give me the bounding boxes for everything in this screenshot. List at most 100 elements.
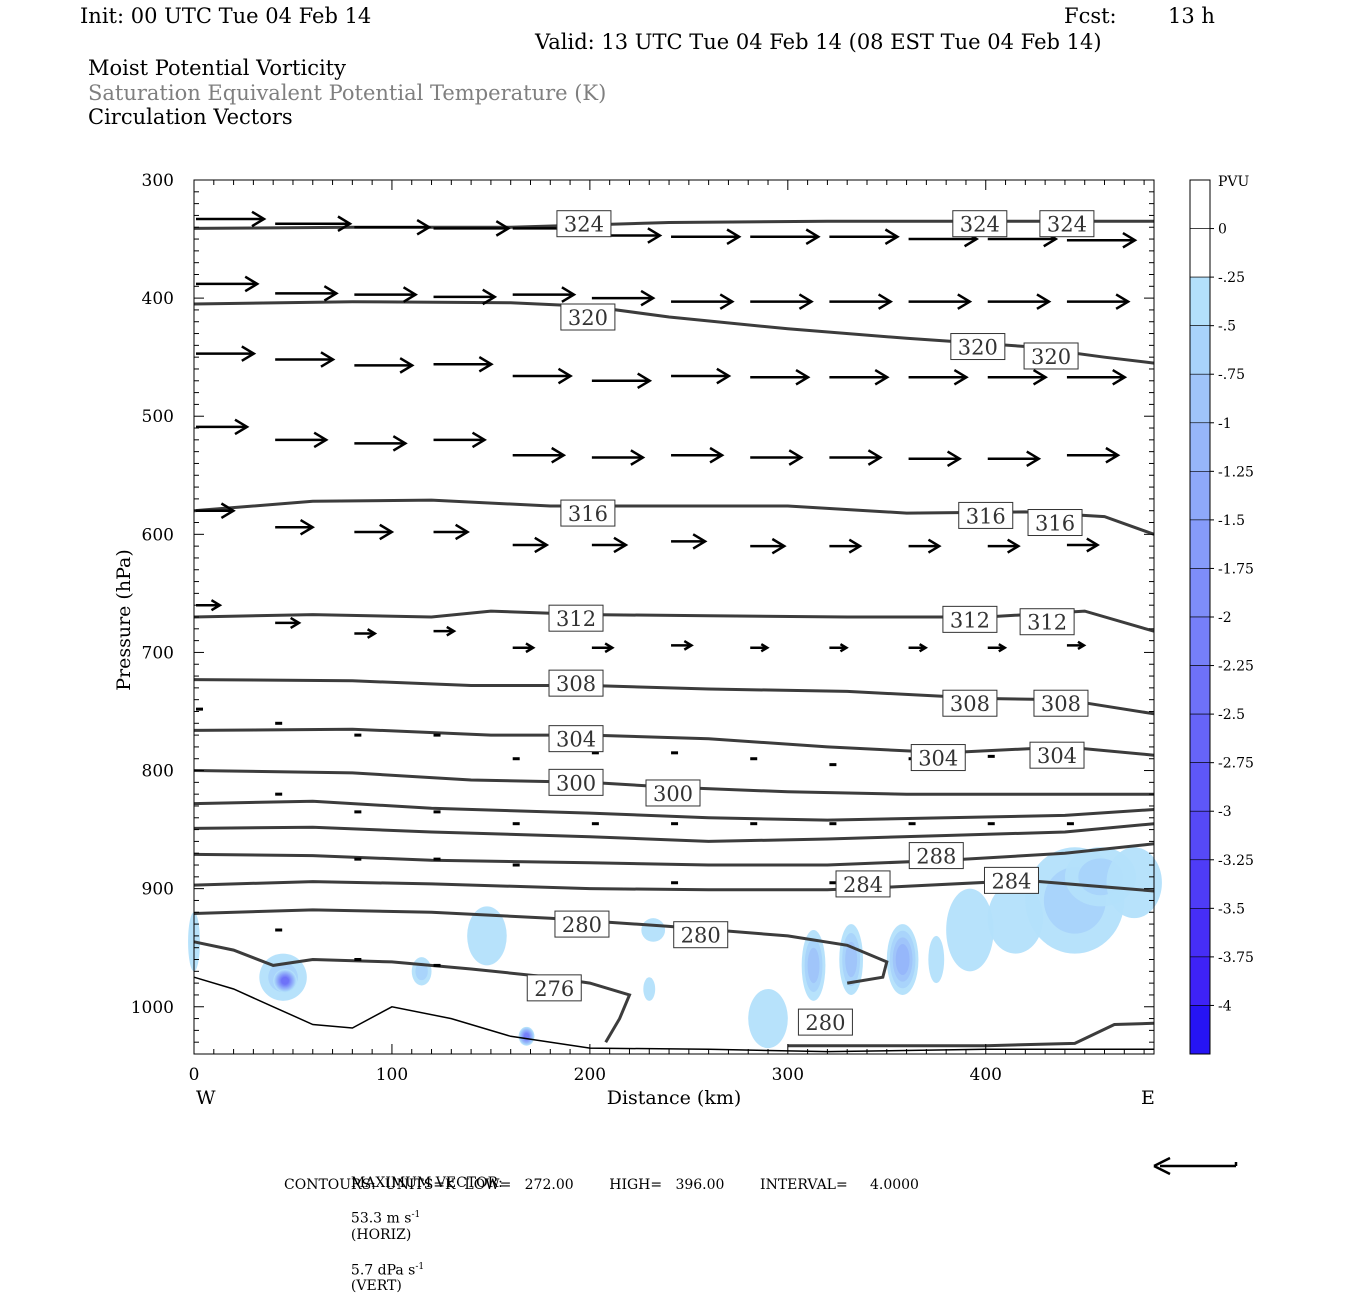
colorbar-label: -1.75 — [1218, 561, 1254, 577]
pv-patch — [643, 977, 655, 1001]
x-axis-label: Distance (km) — [607, 1087, 742, 1109]
contour-label: 324 — [564, 213, 604, 237]
x-tick-label: 300 — [772, 1065, 804, 1085]
contour-label: 280 — [681, 924, 721, 948]
contour-label: 316 — [1035, 512, 1075, 536]
colorbar-cell — [1190, 617, 1210, 666]
contour-label: 320 — [568, 306, 608, 330]
contour-label: 280 — [562, 913, 602, 937]
y-tick-label: 400 — [142, 289, 174, 309]
contours-info: CONTOURS: UNITS=K LOW= 272.00 HIGH= 396.… — [284, 1177, 919, 1193]
contour-label: 320 — [1031, 345, 1071, 369]
colorbar-label: -1 — [1218, 416, 1232, 432]
colorbar-cell — [1190, 1005, 1210, 1054]
vert-unit-sup: -1 — [415, 1262, 424, 1272]
colorbar-cell — [1190, 180, 1210, 229]
colorbar-label: -.5 — [1218, 319, 1236, 335]
contour-label: 276 — [534, 977, 574, 1001]
colorbar-label: -2.5 — [1218, 707, 1245, 723]
y-tick-label: 600 — [142, 525, 174, 545]
colorbar-label: -2 — [1218, 610, 1232, 626]
colorbar-cell — [1190, 957, 1210, 1006]
x-left-end-label: W — [196, 1087, 216, 1109]
contour-label: 288 — [916, 845, 956, 869]
contour-label: 280 — [805, 1011, 845, 1035]
pv-patch — [946, 889, 994, 972]
theta-contour-312 — [194, 611, 1154, 631]
colorbar-label: -1.5 — [1218, 513, 1245, 529]
max-vector-vert: 5.7 dPa s — [351, 1262, 415, 1278]
y-tick-label: 500 — [142, 407, 174, 427]
surface-line — [194, 977, 1154, 1051]
pv-patch — [748, 989, 788, 1048]
colorbar-cell — [1190, 860, 1210, 909]
colorbar-cell — [1190, 374, 1210, 423]
colorbar-title: PVU — [1218, 174, 1250, 190]
vector-layer — [196, 212, 1135, 966]
colorbar-label: -2.25 — [1218, 659, 1254, 675]
colorbar-cell — [1190, 568, 1210, 617]
max-vector-horiz: 53.3 m s — [351, 1211, 412, 1227]
colorbar-cell — [1190, 277, 1210, 326]
contour-label: 312 — [556, 607, 596, 631]
theta-contour-288 — [194, 844, 1154, 865]
contour-label: 324 — [960, 213, 1000, 237]
colorbar-cell — [1190, 229, 1210, 278]
y-axis-label: Pressure (hPa) — [113, 549, 135, 691]
colorbar-label: -2.75 — [1218, 756, 1254, 772]
colorbar-label: -1.25 — [1218, 464, 1254, 480]
horiz-unit-sup: -1 — [411, 1210, 420, 1220]
theta-contour-304 — [194, 729, 1154, 755]
colorbar-cell — [1190, 520, 1210, 569]
pv-patch — [928, 936, 944, 983]
contour-label: 308 — [1041, 692, 1081, 716]
colorbar-cell — [1190, 908, 1210, 957]
colorbar-cell — [1190, 471, 1210, 520]
contour-label: 304 — [918, 747, 958, 771]
colorbar-label: -.75 — [1218, 367, 1245, 383]
y-tick-label: 900 — [142, 880, 174, 900]
y-tick-label: 300 — [142, 171, 174, 191]
y-tick-label: 800 — [142, 762, 174, 782]
contour-label: 304 — [1037, 744, 1077, 768]
colorbar-label: -4 — [1218, 998, 1232, 1014]
y-tick-label: 700 — [142, 643, 174, 663]
contour-label: 308 — [950, 692, 990, 716]
colorbar-label: -3 — [1218, 804, 1232, 820]
contour-label: 316 — [966, 504, 1006, 528]
pv-patch — [641, 918, 665, 942]
contour-label: 312 — [1027, 611, 1067, 635]
colorbar: PVU 0 -.25 -.5 -.75 -1 -1.25 -1.5 -1.75 -2 -2.25 -2… — [1190, 174, 1254, 1054]
colorbar-label: 0 — [1218, 222, 1227, 238]
contour-label: 300 — [653, 782, 693, 806]
pv-patch — [281, 977, 289, 985]
theta-contour-308 — [194, 680, 1154, 714]
theta-contour-292 — [194, 824, 1154, 842]
cross-section-chart: 324 324 324320320 320316 316 316312 312 3123083… — [0, 0, 1350, 1200]
x-tick-label: 100 — [376, 1065, 408, 1085]
contour-label: 316 — [568, 502, 608, 526]
colorbar-cell — [1190, 423, 1210, 472]
contour-label: 312 — [950, 608, 990, 632]
y-tick-label: 1000 — [131, 998, 174, 1018]
x-tick-label: 200 — [574, 1065, 606, 1085]
colorbar-cell — [1190, 763, 1210, 812]
horiz-suffix: (HORIZ) — [351, 1227, 411, 1243]
pv-patch — [896, 944, 910, 975]
colorbar-label: -3.25 — [1218, 853, 1254, 869]
contour-label: 300 — [556, 771, 596, 795]
theta-contour-320 — [194, 302, 1154, 363]
contour-label: 324 — [1047, 213, 1087, 237]
colorbar-label: -3.75 — [1218, 950, 1254, 966]
contour-label: 284 — [843, 873, 883, 897]
colorbar-cell — [1190, 714, 1210, 763]
colorbar-cell — [1190, 666, 1210, 715]
reference-vector-arrow — [1154, 1158, 1236, 1174]
contour-label: 308 — [556, 672, 596, 696]
colorbar-cell — [1190, 326, 1210, 375]
colorbar-cell — [1190, 811, 1210, 860]
vert-suffix: (VERT) — [351, 1278, 402, 1294]
x-tick-label: 400 — [970, 1065, 1002, 1085]
colorbar-label: -.25 — [1218, 270, 1245, 286]
colorbar-label: -3.5 — [1218, 901, 1245, 917]
